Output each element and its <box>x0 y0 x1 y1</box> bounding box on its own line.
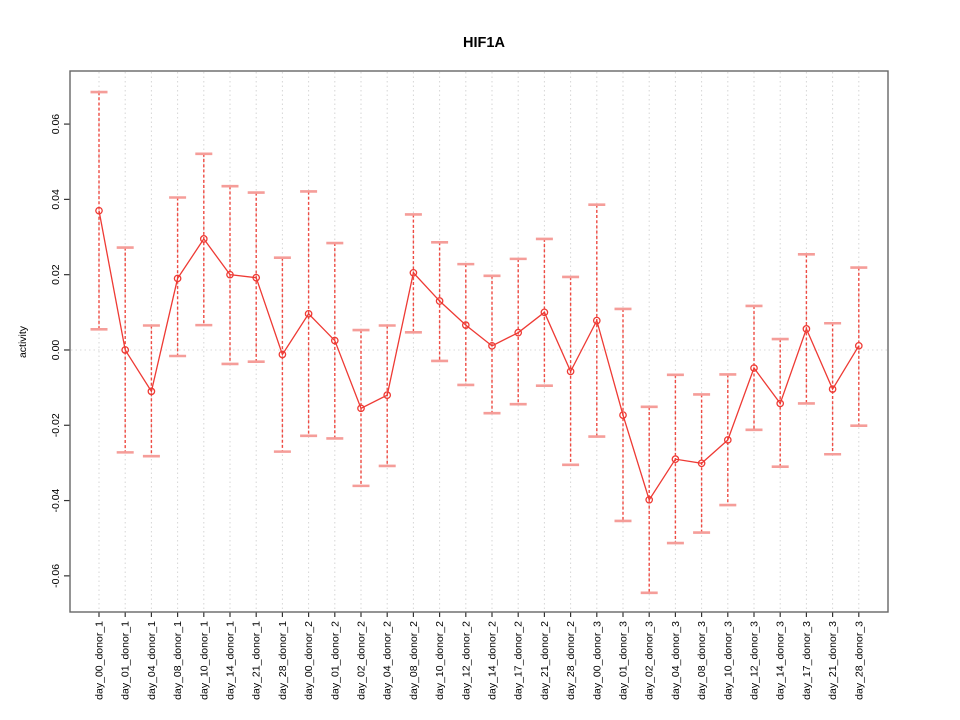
data-point <box>723 436 732 444</box>
y-axis-tick-label: 0.06 <box>50 114 62 135</box>
data-point <box>828 385 837 393</box>
data-point <box>409 268 418 277</box>
data-point <box>278 350 287 359</box>
data-point <box>330 336 339 345</box>
data-point <box>252 273 261 282</box>
series-line <box>98 210 860 502</box>
data-point <box>461 321 470 329</box>
x-axis-tick-label: day_14_donor_2 <box>487 621 499 700</box>
x-axis-tick-label: day_10_donor_2 <box>434 621 446 700</box>
data-point <box>697 459 706 468</box>
data-point <box>199 235 208 243</box>
x-axis-tick-label: day_21_donor_1 <box>251 621 263 700</box>
x-axis-tick-label: day_14_donor_1 <box>225 621 237 700</box>
x-axis-tick-label: day_00_donor_2 <box>303 621 315 700</box>
data-point <box>226 270 234 279</box>
y-axis-tick-label: 0.02 <box>50 264 62 285</box>
x-axis-tick-label: day_10_donor_1 <box>198 621 210 700</box>
y-axis-label: activity <box>17 325 29 358</box>
y-axis-tick-label: 0.04 <box>50 189 62 210</box>
data-point <box>147 387 156 396</box>
x-axis-tick-label: day_14_donor_3 <box>775 621 787 700</box>
x-axis-tick-label: day_10_donor_3 <box>722 621 734 700</box>
x-axis-tick-label: day_02_donor_2 <box>356 621 368 700</box>
y-axis-tick-label: -0.04 <box>50 488 62 512</box>
x-axis-tick-label: day_04_donor_2 <box>382 621 394 700</box>
x-axis-tick-label: day_28_donor_3 <box>853 621 865 700</box>
x-axis-tick-label: day_21_donor_3 <box>827 621 839 700</box>
x-axis-tick-label: day_02_donor_3 <box>644 621 656 700</box>
x-axis-tick-label: day_00_donor_1 <box>94 621 106 700</box>
x-axis-tick-label: day_21_donor_2 <box>539 621 551 700</box>
data-point <box>435 297 444 305</box>
data-point <box>488 341 496 350</box>
data-point <box>671 455 680 463</box>
x-axis-tick-label: day_01_donor_1 <box>120 621 132 700</box>
chart-title: HIF1A <box>463 35 505 51</box>
x-axis-tick-label: day_04_donor_3 <box>670 621 682 700</box>
data-point <box>592 316 601 325</box>
data-point <box>619 411 627 419</box>
plot-border <box>69 70 889 613</box>
x-axis-tick-label: day_08_donor_1 <box>172 621 184 700</box>
data-point <box>95 206 103 215</box>
x-axis-tick-label: day_00_donor_3 <box>591 621 603 700</box>
x-axis-tick-label: day_28_donor_2 <box>565 621 577 700</box>
x-axis-tick-label: day_28_donor_1 <box>277 621 289 700</box>
data-point <box>854 341 863 350</box>
y-axis-tick-label: -0.06 <box>50 564 62 588</box>
x-axis-tick-label: day_17_donor_3 <box>801 621 813 700</box>
data-point <box>750 364 758 372</box>
x-axis-tick-label: day_17_donor_2 <box>513 621 525 700</box>
y-axis-tick-label: 0.00 <box>50 340 62 361</box>
data-point <box>566 367 575 376</box>
plot-area: -0.06 -0.04 -0.02 0.00 0.02 0.04 0.06 day_00_do… <box>50 70 889 700</box>
x-axis-tick-label: day_08_donor_3 <box>696 621 708 700</box>
x-axis-tick-label: day_08_donor_2 <box>408 621 420 700</box>
data-point <box>357 404 365 413</box>
x-axis-tick-label: day_04_donor_1 <box>146 621 158 700</box>
data-point <box>304 309 313 318</box>
data-point <box>383 391 392 399</box>
data-point <box>173 274 182 283</box>
x-axis-tick-label: day_12_donor_3 <box>749 621 761 700</box>
x-axis-tick-label: day_01_donor_2 <box>329 621 341 700</box>
data-point <box>540 308 549 317</box>
data-point <box>514 328 523 337</box>
data-point <box>645 495 654 504</box>
data-point <box>776 399 785 408</box>
x-axis-tick-label: day_01_donor_3 <box>618 621 630 700</box>
data-point <box>802 325 811 333</box>
y-axis-tick-label: -0.02 <box>50 413 62 437</box>
data-point <box>121 346 130 354</box>
x-axis-tick-label: day_12_donor_2 <box>460 621 472 700</box>
